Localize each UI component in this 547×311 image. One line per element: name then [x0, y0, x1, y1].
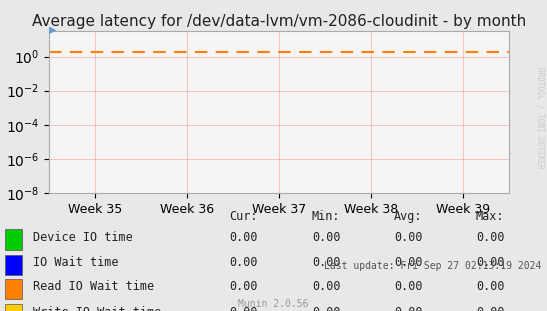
Text: 0.00: 0.00: [394, 280, 422, 293]
Text: 0.00: 0.00: [230, 256, 258, 269]
Text: RRDTOOL / TOBI OETIKER: RRDTOOL / TOBI OETIKER: [536, 67, 544, 169]
Text: Munin 2.0.56: Munin 2.0.56: [238, 299, 309, 309]
Bar: [5, 229, 22, 250]
Text: 0.00: 0.00: [312, 306, 340, 311]
Text: 0.00: 0.00: [476, 231, 504, 244]
Text: 0.00: 0.00: [394, 256, 422, 269]
Text: 0.00: 0.00: [230, 280, 258, 293]
Text: ▶: ▶: [49, 25, 57, 35]
Text: 0.00: 0.00: [394, 231, 422, 244]
Text: 0.00: 0.00: [230, 231, 258, 244]
Bar: [5, 255, 22, 275]
Text: Max:: Max:: [476, 210, 504, 223]
Y-axis label: seconds: seconds: [0, 86, 3, 137]
Text: 0.00: 0.00: [394, 306, 422, 311]
Text: 0.00: 0.00: [230, 306, 258, 311]
Text: 0.00: 0.00: [312, 280, 340, 293]
Text: 0.00: 0.00: [312, 256, 340, 269]
Text: Device IO time: Device IO time: [33, 231, 132, 244]
Bar: [5, 304, 22, 311]
Text: Last update: Fri Sep 27 02:13:19 2024: Last update: Fri Sep 27 02:13:19 2024: [324, 261, 542, 271]
Text: Avg:: Avg:: [394, 210, 422, 223]
Title: Average latency for /dev/data-lvm/vm-2086-cloudinit - by month: Average latency for /dev/data-lvm/vm-208…: [32, 14, 526, 29]
Text: 0.00: 0.00: [312, 231, 340, 244]
Bar: [5, 279, 22, 299]
Text: 0.00: 0.00: [476, 306, 504, 311]
Text: Read IO Wait time: Read IO Wait time: [33, 280, 154, 293]
Text: 0.00: 0.00: [476, 280, 504, 293]
Text: IO Wait time: IO Wait time: [33, 256, 118, 269]
Text: 0.00: 0.00: [476, 256, 504, 269]
Text: Write IO Wait time: Write IO Wait time: [33, 306, 161, 311]
Text: Cur:: Cur:: [230, 210, 258, 223]
Text: Min:: Min:: [312, 210, 340, 223]
